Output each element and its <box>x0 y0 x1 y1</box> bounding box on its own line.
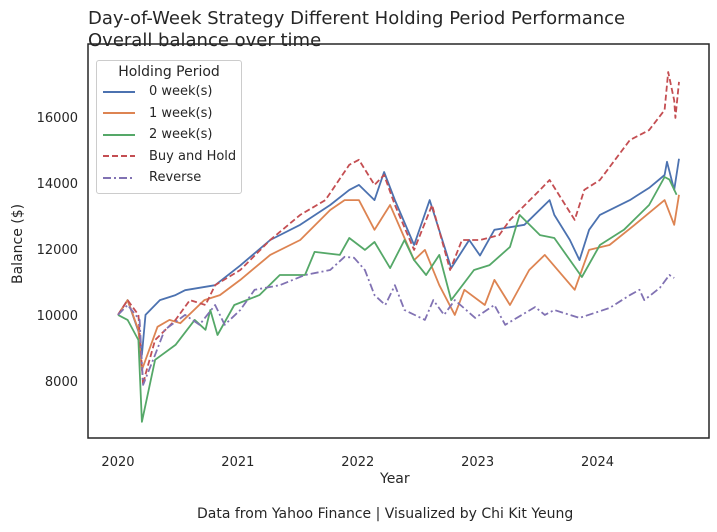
y-tick-label: 16000 <box>37 111 78 126</box>
y-tick-label: 10000 <box>37 309 78 324</box>
series-line-2-week-s- <box>117 176 678 423</box>
y-axis-label: Balance ($) <box>10 203 26 284</box>
legend-swatch <box>103 112 135 115</box>
legend-entry: 2 week(s) <box>97 124 241 146</box>
legend-label: 0 week(s) <box>149 84 213 100</box>
legend-swatch <box>103 90 135 93</box>
series-line-1-week-s- <box>117 194 680 371</box>
series-line-buy-and-hold <box>117 71 680 386</box>
x-tick-label: 2022 <box>341 455 374 470</box>
legend-entry: 1 week(s) <box>97 103 241 125</box>
legend-label: Buy and Hold <box>149 148 237 164</box>
legend-label: Reverse <box>149 170 202 186</box>
chart-title: Day-of-Week Strategy Different Holding P… <box>88 8 626 29</box>
x-tick-label: 2024 <box>581 455 614 470</box>
y-tick-label: 14000 <box>37 177 78 192</box>
caption: Data from Yahoo Finance | Visualized by … <box>197 506 574 522</box>
legend-entry: Buy and Hold <box>97 146 241 168</box>
series-line-0-week-s- <box>117 158 680 356</box>
legend-entry: Reverse <box>97 167 241 189</box>
legend: Holding Period 0 week(s) 1 week(s) 2 week(… <box>96 60 242 194</box>
legend-title: Holding Period <box>118 64 220 80</box>
chart-subtitle: Overall balance over time <box>88 30 322 51</box>
x-axis-label: Year <box>380 471 410 487</box>
legend-swatch <box>103 176 135 179</box>
legend-label: 1 week(s) <box>149 105 213 121</box>
x-tick-label: 2020 <box>101 455 134 470</box>
legend-swatch <box>103 133 135 136</box>
series-line-reverse <box>117 255 675 386</box>
legend-swatch <box>103 155 135 158</box>
x-tick-label: 2021 <box>221 455 254 470</box>
legend-entry: 0 week(s) <box>97 81 241 103</box>
x-tick-label: 2023 <box>461 455 494 470</box>
legend-label: 2 week(s) <box>149 127 213 143</box>
y-tick-label: 12000 <box>37 243 78 258</box>
y-tick-label: 8000 <box>45 375 78 390</box>
plot-frame <box>87 43 710 439</box>
